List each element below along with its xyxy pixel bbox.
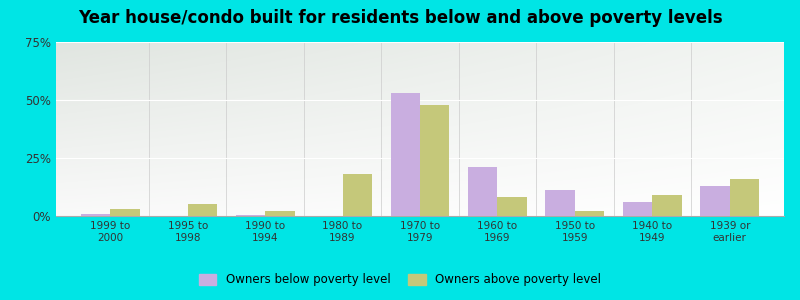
- Bar: [188, 204, 217, 216]
- Text: Year house/condo built for residents below and above poverty levels: Year house/condo built for residents bel…: [78, 9, 722, 27]
- Bar: [623, 202, 652, 216]
- Bar: [265, 212, 294, 216]
- Bar: [468, 167, 498, 216]
- Bar: [498, 197, 527, 216]
- Bar: [81, 214, 110, 216]
- Bar: [236, 215, 265, 216]
- Bar: [652, 195, 682, 216]
- Bar: [730, 179, 759, 216]
- Legend: Owners below poverty level, Owners above poverty level: Owners below poverty level, Owners above…: [194, 269, 606, 291]
- Bar: [390, 93, 420, 216]
- Bar: [342, 174, 372, 216]
- Bar: [575, 212, 604, 216]
- Bar: [546, 190, 575, 216]
- Bar: [700, 186, 730, 216]
- Bar: [420, 105, 450, 216]
- Bar: [110, 209, 140, 216]
